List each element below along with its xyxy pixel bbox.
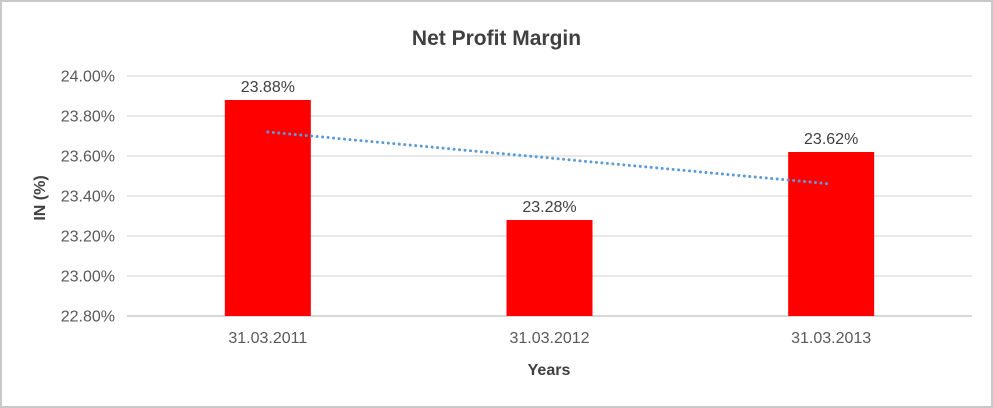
y-tick-label: 23.60% <box>61 149 115 166</box>
x-tick-label: 31.03.2011 <box>228 330 307 347</box>
y-tick-label: 22.80% <box>61 309 115 326</box>
x-tick-label: 31.03.2012 <box>509 330 589 347</box>
trendline <box>266 130 833 186</box>
y-tick-label: 24.00% <box>61 69 115 86</box>
bar-31.03.2011 <box>224 100 311 316</box>
y-tick-label: 23.40% <box>61 189 115 206</box>
x-tick-label: 31.03.2013 <box>791 330 871 347</box>
y-tick-label: 23.20% <box>61 229 115 246</box>
chart-title: Net Profit Margin <box>411 27 582 50</box>
bar-31.03.2012 <box>506 220 593 316</box>
bar-data-label: 23.28% <box>522 199 576 216</box>
y-tick-label: 23.80% <box>61 109 115 126</box>
bar-data-label: 23.88% <box>241 79 295 96</box>
bar-data-label: 23.62% <box>804 131 858 148</box>
y-tick-label: 23.00% <box>61 269 115 286</box>
x-axis-title: Years <box>527 362 571 379</box>
bar-31.03.2013 <box>788 152 875 316</box>
